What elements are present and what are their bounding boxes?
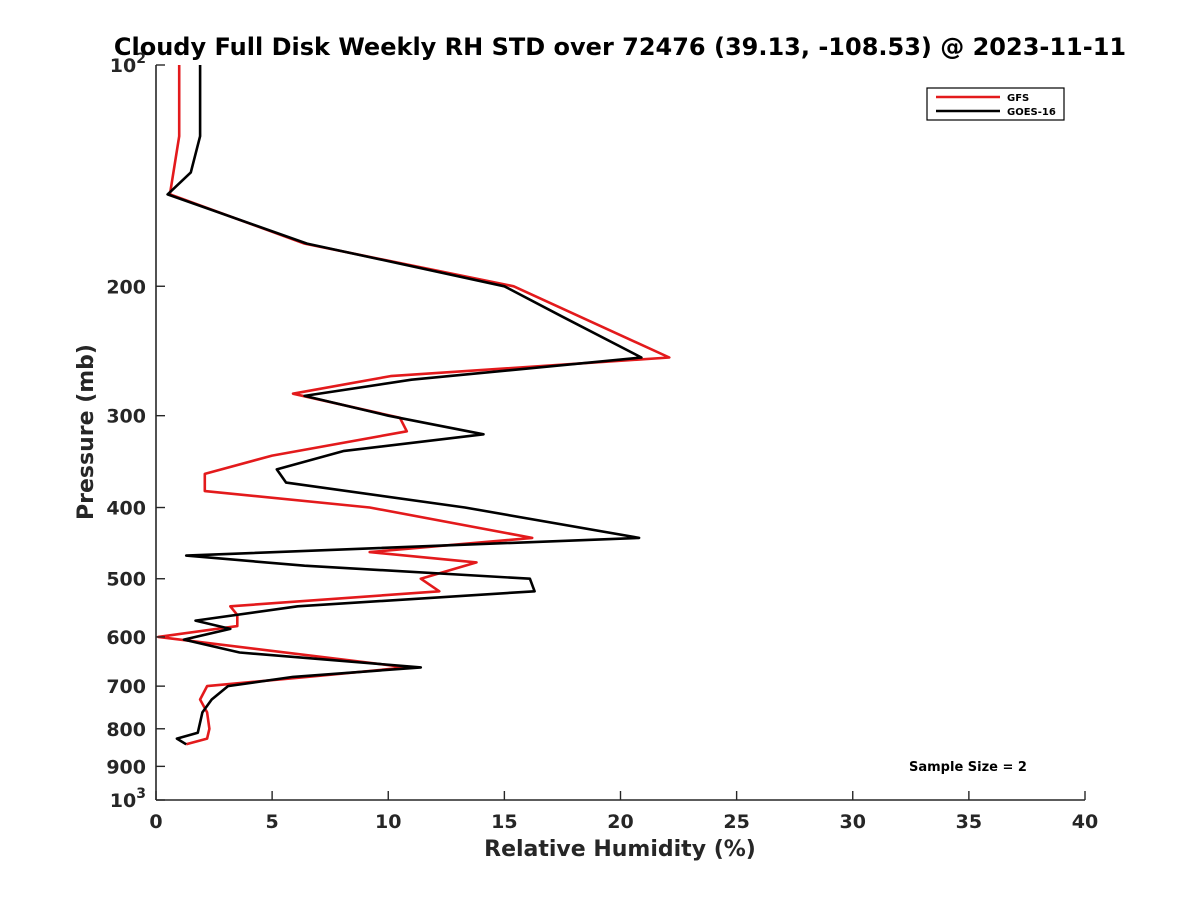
legend-box bbox=[926, 87, 1065, 121]
axes: 0 5 10 15 20 25 30 35 40 102 200 300 400 500 600 700 800… bbox=[106, 51, 1098, 833]
sample-size-annotation: Sample Size = 2 bbox=[909, 760, 1027, 775]
legend-label: GOES-16 bbox=[1007, 107, 1056, 118]
x-tick-label: 35 bbox=[956, 811, 982, 833]
y-tick-label: 600 bbox=[106, 627, 146, 649]
y-tick-label: 900 bbox=[106, 756, 146, 778]
y-tick-label: 800 bbox=[106, 719, 146, 741]
plot-lines bbox=[157, 65, 671, 746]
y-tick-label: 200 bbox=[106, 276, 146, 298]
x-tick-label: 10 bbox=[375, 811, 401, 833]
y-tick-label: 400 bbox=[106, 498, 146, 520]
y-axis-label: Pressure (mb) bbox=[74, 344, 99, 520]
x-tick-label: 15 bbox=[491, 811, 517, 833]
x-tick-label: 30 bbox=[840, 811, 866, 833]
chart-title: Cloudy Full Disk Weekly RH STD over 7247… bbox=[114, 33, 1126, 61]
y-tick-label: 103 bbox=[110, 786, 146, 812]
x-tick-label: 0 bbox=[149, 811, 162, 833]
y-tick-label: 300 bbox=[106, 406, 146, 428]
legend-label: GFS bbox=[1007, 93, 1029, 104]
x-tick-label: 20 bbox=[607, 811, 633, 833]
series-line-goes-16 bbox=[166, 65, 643, 746]
x-tick-label: 40 bbox=[1072, 811, 1098, 833]
y-tick-label: 102 bbox=[110, 51, 146, 77]
legend: GFS GOES-16 bbox=[926, 87, 1065, 121]
x-tick-label: 5 bbox=[266, 811, 279, 833]
y-tick-label: 700 bbox=[106, 676, 146, 698]
x-axis-label: Relative Humidity (%) bbox=[484, 837, 756, 862]
y-tick-label: 500 bbox=[106, 569, 146, 591]
x-tick-label: 25 bbox=[723, 811, 749, 833]
series-line-gfs bbox=[157, 65, 671, 746]
